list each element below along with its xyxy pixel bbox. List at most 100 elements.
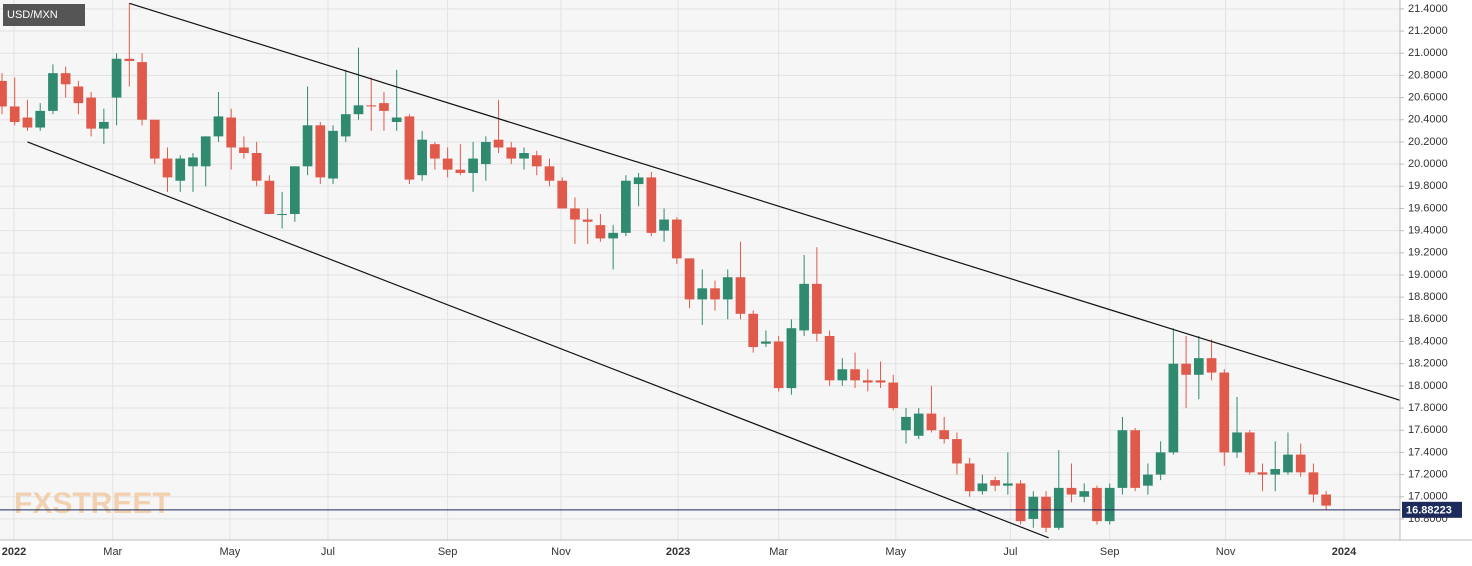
candle-body — [722, 277, 733, 300]
candle-body — [251, 153, 262, 181]
y-tick-label: 20.4000 — [1408, 114, 1448, 126]
candle-body — [1028, 496, 1039, 519]
candle-body — [519, 153, 529, 159]
candle-body — [111, 58, 122, 98]
candle-body — [213, 116, 224, 137]
candle-body — [1117, 430, 1128, 488]
candle-body — [1130, 430, 1141, 488]
candle-body — [1270, 469, 1281, 475]
y-tick-label: 19.4000 — [1408, 225, 1448, 237]
candle-body — [1219, 372, 1230, 453]
candle-body — [646, 177, 657, 233]
candle-body — [1168, 363, 1179, 453]
chart-title: USD/MXN — [7, 9, 58, 21]
candle-body — [1257, 472, 1268, 475]
candle-body — [761, 341, 771, 344]
x-tick-label: Mar — [103, 546, 122, 558]
candle-body — [964, 463, 975, 492]
watermark: FXSTREET — [14, 487, 171, 520]
candle-body — [531, 155, 542, 167]
candle-body — [952, 439, 962, 464]
candle-body — [977, 483, 988, 492]
x-tick-label: Mar — [769, 546, 788, 558]
candle-body — [124, 58, 135, 61]
y-tick-label: 17.6000 — [1408, 424, 1448, 436]
candle-body — [570, 208, 580, 220]
y-tick-label: 18.4000 — [1408, 335, 1448, 347]
candle-body — [99, 121, 109, 129]
candle-body — [1283, 454, 1293, 473]
candle-body — [162, 158, 173, 178]
candle-body — [48, 73, 58, 111]
x-tick-label: 2023 — [666, 546, 690, 558]
candle-body — [671, 219, 682, 259]
y-tick-label: 17.0000 — [1408, 491, 1448, 503]
x-tick-label: 2022 — [2, 546, 26, 558]
candle-body — [302, 125, 313, 167]
candle-body — [1079, 491, 1090, 497]
candle-body — [22, 117, 33, 128]
y-tick-label: 17.4000 — [1408, 446, 1448, 458]
y-tick-label: 17.8000 — [1408, 402, 1448, 414]
candle-body — [1053, 487, 1064, 528]
candle-body — [430, 144, 440, 159]
y-tick-label: 21.2000 — [1408, 25, 1448, 37]
candle-body — [188, 157, 198, 167]
candle-body — [748, 313, 759, 348]
candle-body — [149, 119, 160, 159]
candle-body — [621, 180, 631, 233]
candle-body — [175, 158, 186, 181]
candle-body — [608, 232, 618, 239]
current-price-label: 16.88223 — [1406, 505, 1452, 517]
candle-body — [200, 136, 211, 167]
candle-body — [35, 110, 46, 128]
y-tick-label: 18.2000 — [1408, 358, 1448, 370]
candle-body — [417, 139, 428, 176]
candle-body — [1143, 474, 1153, 486]
candle-body — [1232, 432, 1242, 453]
candle-body — [710, 288, 720, 300]
candle-body — [659, 219, 669, 231]
trendline — [129, 2, 1401, 401]
y-tick-label: 20.2000 — [1408, 136, 1448, 148]
candle-body — [506, 147, 517, 159]
candle-body — [239, 147, 249, 154]
candle-body — [1244, 432, 1255, 473]
candle-body — [544, 166, 555, 181]
candle-body — [1206, 358, 1217, 373]
candle-body — [862, 380, 873, 383]
candle-body — [773, 341, 784, 389]
candle-body — [226, 117, 237, 148]
candle-body — [264, 180, 275, 215]
candle-body — [824, 335, 835, 381]
candle-body — [1041, 496, 1051, 528]
candle-body — [137, 62, 147, 120]
candle-body — [1104, 487, 1115, 522]
title-box — [3, 4, 85, 26]
candle-body — [379, 103, 389, 111]
y-tick-label: 20.6000 — [1408, 91, 1448, 103]
candle-body — [315, 125, 326, 178]
current-price-box — [1402, 501, 1462, 518]
candle-body — [786, 328, 797, 389]
candle-body — [1066, 487, 1077, 495]
candle-body — [697, 288, 708, 300]
x-tick-label: May — [220, 546, 241, 558]
candle-body — [455, 169, 466, 173]
candle-body — [9, 106, 20, 122]
y-tick-label: 20.8000 — [1408, 69, 1448, 81]
candle-body — [582, 219, 593, 222]
candle-body — [1295, 454, 1306, 473]
candle-body — [442, 158, 453, 170]
y-tick-label: 17.2000 — [1408, 468, 1448, 480]
candle-body — [837, 369, 848, 381]
x-tick-label: May — [885, 546, 906, 558]
x-tick-label: Jul — [321, 546, 335, 558]
y-tick-label: 18.6000 — [1408, 313, 1448, 325]
x-tick-label: Sep — [1100, 546, 1120, 558]
candle-body — [557, 180, 568, 209]
candle-body — [850, 369, 860, 381]
y-tick-label: 19.6000 — [1408, 202, 1448, 214]
candle-body — [86, 97, 96, 129]
candle-body — [633, 177, 644, 185]
